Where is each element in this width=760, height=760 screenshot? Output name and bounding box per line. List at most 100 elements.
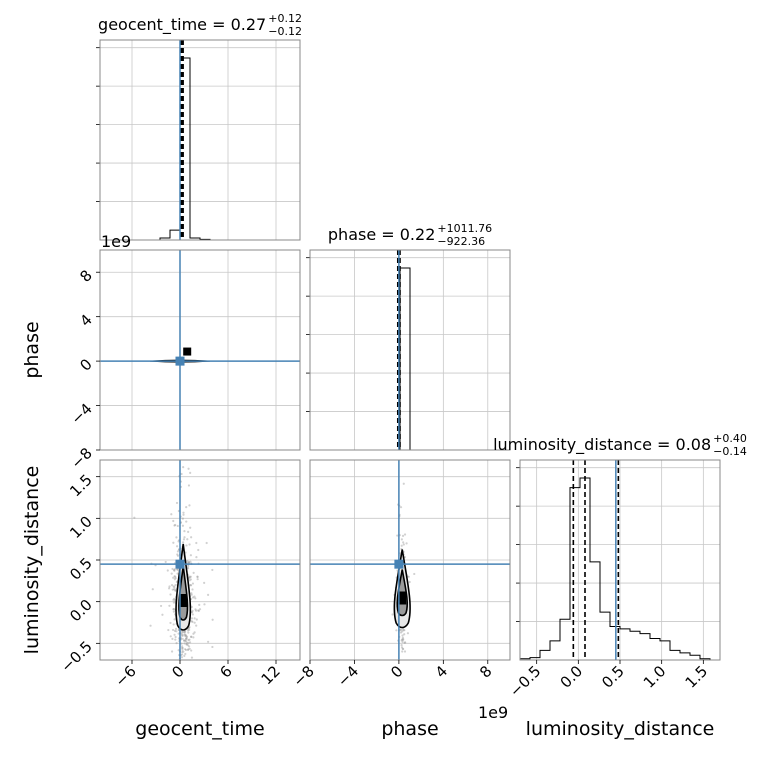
sample-point	[182, 466, 185, 469]
sample-point	[176, 524, 179, 528]
sample-point	[173, 568, 176, 571]
truth-marker	[394, 559, 404, 569]
sample-point	[181, 648, 184, 651]
sample-point	[170, 650, 174, 653]
sample-point	[171, 588, 174, 591]
sample-point	[180, 653, 184, 656]
sample-point	[174, 638, 177, 641]
sample-point	[211, 645, 214, 649]
sample-point	[185, 506, 188, 509]
y-tick-label: 4	[76, 311, 95, 330]
y-tick-label: 8	[76, 266, 95, 285]
sample-point	[172, 607, 176, 611]
sample-point	[185, 643, 188, 646]
sample-point	[188, 641, 192, 644]
sample-point	[181, 637, 184, 640]
sample-point	[195, 609, 198, 612]
hist-panel-geocent_time	[96, 39, 301, 241]
sample-point	[184, 640, 187, 643]
sample-point	[176, 572, 179, 575]
sample-point	[195, 618, 198, 621]
y-tick-label: −4	[67, 400, 95, 428]
sample-point	[175, 536, 178, 539]
sample-point	[182, 541, 185, 544]
sample-point	[183, 631, 186, 634]
sample-point	[198, 608, 202, 611]
x-tick-label: 0.5	[598, 662, 628, 692]
sample-point	[403, 650, 407, 653]
x-tick-label: −8	[289, 662, 317, 690]
sample-point	[185, 520, 188, 523]
sample-point	[172, 519, 175, 523]
sample-point	[183, 530, 186, 533]
sample-point	[401, 647, 404, 650]
sample-point	[203, 581, 206, 584]
sample-point	[190, 536, 193, 539]
sample-point	[168, 585, 171, 588]
sample-point	[207, 640, 210, 643]
sample-point	[187, 565, 190, 568]
sample-point	[402, 629, 405, 632]
sample-point	[408, 580, 411, 584]
sample-point	[402, 638, 405, 642]
sample-point	[171, 567, 174, 571]
density-peak	[398, 591, 407, 605]
sample-point	[172, 598, 175, 601]
sample-point	[184, 634, 187, 637]
sample-point	[190, 649, 193, 652]
sample-point	[174, 627, 178, 630]
sample-point	[189, 584, 193, 587]
sample-point	[402, 541, 405, 544]
sample-point	[401, 634, 404, 637]
sample-point	[413, 572, 416, 576]
sample-point	[182, 650, 185, 653]
x-tick-label: 0	[168, 662, 187, 681]
sample-point	[180, 656, 184, 659]
sample-point	[399, 628, 402, 631]
sample-point	[193, 621, 196, 624]
x-tick-label: 0.0	[557, 662, 587, 692]
sample-point	[395, 629, 398, 632]
x-tick-label: 1.5	[682, 662, 712, 692]
sample-point	[188, 543, 191, 546]
sample-point	[171, 637, 174, 640]
sample-point	[185, 637, 188, 641]
sample-point	[172, 608, 175, 611]
x-tick-label: 4	[432, 662, 451, 681]
sample-point	[168, 604, 171, 607]
y-tick-label: 1.5	[66, 471, 96, 501]
hist-panel-luminosity_distance	[516, 459, 721, 661]
panel-border	[309, 249, 511, 451]
hist-title-luminosity_distance: luminosity_distance = 0.08 +0.40−0.14	[493, 432, 747, 458]
sample-point	[170, 572, 173, 575]
sample-point	[186, 538, 189, 541]
sample-point	[182, 639, 186, 642]
sample-point	[195, 624, 198, 627]
sample-point	[173, 629, 177, 632]
sample-point	[188, 504, 191, 507]
sample-point	[190, 617, 194, 620]
sample-point	[187, 484, 191, 487]
panel-geocent_time-phase	[99, 249, 301, 451]
sample-point	[172, 568, 176, 572]
hist-title-upper: +0.40	[713, 432, 747, 445]
sample-point	[193, 595, 196, 598]
sample-point	[198, 603, 201, 606]
y-axis-label-phase: phase	[21, 321, 43, 378]
sample-point	[176, 568, 179, 571]
sample-point	[191, 620, 194, 624]
sample-point	[197, 609, 201, 612]
y-tick-label: −0.5	[57, 637, 95, 675]
sample-point	[169, 621, 172, 625]
sample-point	[176, 554, 180, 557]
sample-point	[172, 601, 175, 604]
sample-point	[187, 530, 190, 533]
sample-point	[189, 560, 192, 563]
sample-point	[205, 541, 208, 545]
sample-point	[181, 646, 184, 650]
sample-point	[166, 569, 169, 572]
sample-point	[190, 635, 193, 638]
sample-point	[192, 636, 195, 639]
sample-point	[169, 593, 172, 596]
x-tick-label: 1.0	[640, 662, 670, 692]
